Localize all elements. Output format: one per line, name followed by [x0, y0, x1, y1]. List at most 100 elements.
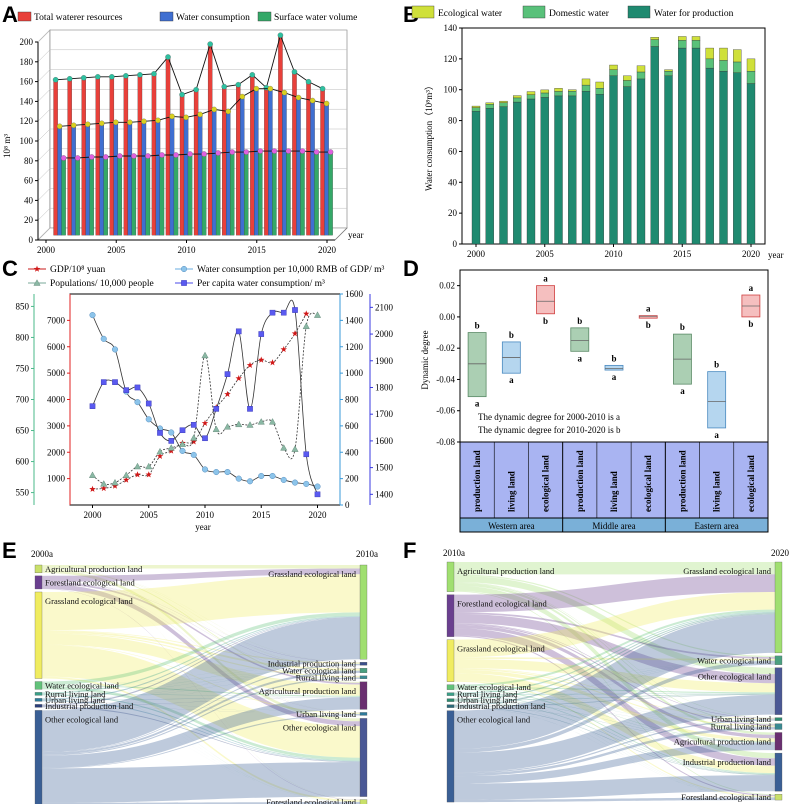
- series-marker: [281, 89, 288, 96]
- sankey-flow: [42, 612, 360, 685]
- y-axis-label: 10⁸ m³: [2, 134, 12, 158]
- sig-letter: a: [578, 353, 583, 363]
- series-marker: [215, 150, 221, 156]
- y-tick-label: 20: [24, 215, 34, 225]
- sankey-node-label: Forestland ecological land: [266, 797, 356, 804]
- sankey-flow: [42, 670, 360, 694]
- marker-triangle: [190, 434, 198, 441]
- sankey-flow: [42, 697, 360, 707]
- bar-surface: [103, 156, 108, 236]
- marker-circle: [111, 346, 119, 353]
- stacked-bar-segment: [595, 94, 604, 245]
- sankey-node-label: Rurral living land: [45, 689, 106, 699]
- sankey-flow: [454, 628, 775, 766]
- panel-label-f: F: [403, 538, 416, 563]
- sankey-flow: [42, 568, 360, 582]
- y-tick-label: 100: [444, 85, 458, 95]
- legend-label: Total waterer resources: [34, 13, 123, 23]
- bar-consumption: [85, 124, 90, 236]
- sankey-node-right: [359, 712, 368, 716]
- marker-circle: [180, 265, 188, 273]
- sankey-flow: [454, 680, 775, 798]
- marker-triangle: [246, 421, 254, 428]
- stacked-bar-segment: [595, 87, 604, 95]
- series-marker: [165, 54, 171, 60]
- sankey-node-label: Urban living land: [711, 714, 772, 724]
- bar-surface: [117, 155, 123, 236]
- sankey-flow: [42, 694, 360, 715]
- sankey-node-label: Grassland ecological land: [457, 644, 546, 654]
- series-marker: [211, 106, 217, 113]
- legend-label: Surface water volume: [274, 12, 357, 23]
- sankey-node-right: [774, 561, 783, 654]
- marker-circle: [179, 447, 186, 454]
- y-tick-label-wcg: 1400: [345, 315, 364, 325]
- sankey-flow: [454, 660, 775, 707]
- y-tick-label-pop: 750: [16, 363, 30, 373]
- sankey-node-label: Industrial production land: [45, 701, 134, 711]
- sankey-flow: [454, 695, 775, 775]
- series-marker: [253, 85, 260, 92]
- stacked-bar-segment: [540, 89, 549, 94]
- series-marker: [56, 123, 63, 130]
- marker-circle: [258, 472, 265, 480]
- bar-surface: [131, 155, 137, 236]
- stacked-bar-segment: [705, 47, 714, 60]
- marker-star: [156, 452, 164, 459]
- marker-square: [292, 307, 298, 313]
- marker-triangle: [133, 462, 142, 470]
- marker-square: [145, 400, 152, 407]
- bar-total: [151, 73, 157, 236]
- bar-total: [320, 88, 325, 236]
- y-tick-label-pop: 650: [16, 426, 30, 436]
- y-tick-label: 20: [448, 208, 458, 218]
- x-tick-label: 2000: [467, 249, 486, 259]
- sankey-flow: [454, 695, 775, 798]
- stacked-bar-segment: [499, 102, 508, 107]
- sankey-flow: [454, 623, 775, 726]
- marker-triangle: [111, 478, 119, 486]
- marker-square: [112, 379, 118, 385]
- area-label: Middle area: [592, 521, 635, 531]
- sankey-flow: [454, 700, 775, 727]
- bar-total: [137, 74, 143, 236]
- bar-total: [222, 86, 227, 236]
- marker-square: [134, 384, 141, 391]
- legend-swatch: [522, 5, 546, 19]
- sig-letter: b: [509, 330, 514, 340]
- sankey-flow: [454, 562, 775, 575]
- sankey-flow: [454, 694, 775, 773]
- bar-consumption: [296, 97, 301, 236]
- sankey-flow: [454, 694, 775, 707]
- marker-star: [145, 471, 152, 478]
- stacked-bar-segment: [650, 37, 659, 40]
- y-tick-label-pop: 550: [16, 488, 30, 498]
- x-tick-label: 2010: [196, 510, 215, 520]
- sankey-flow: [42, 574, 360, 631]
- marker-square: [157, 430, 163, 436]
- sankey-flow: [42, 762, 360, 803]
- stacked-bar-segment: [719, 71, 728, 245]
- stacked-bar-segment: [595, 81, 604, 89]
- sankey-flow: [454, 701, 775, 775]
- sankey-node-left: [446, 710, 455, 803]
- sankey-flow: [42, 583, 360, 713]
- bar-total: [81, 77, 86, 236]
- stacked-bar-segment: [636, 78, 646, 245]
- marker-circle: [269, 472, 276, 480]
- panel-e-sankey: 2000a 2010a Agricultural production land Fo…: [31, 549, 378, 804]
- sankey-flow: [454, 694, 775, 743]
- sankey-node-label: Industrial production land: [268, 659, 357, 669]
- area-label: Eastern area: [695, 521, 739, 531]
- series-marker: [319, 85, 326, 92]
- series-marker: [52, 77, 59, 83]
- series-marker: [313, 149, 320, 155]
- marker-circle: [246, 478, 254, 485]
- sankey-flow: [454, 623, 775, 719]
- bar-total: [250, 74, 255, 236]
- sankey-flow: [454, 660, 775, 753]
- bar-consumption: [324, 103, 329, 236]
- bar-total: [109, 76, 115, 236]
- marker-triangle: [88, 471, 97, 478]
- sankey-flow: [454, 688, 775, 727]
